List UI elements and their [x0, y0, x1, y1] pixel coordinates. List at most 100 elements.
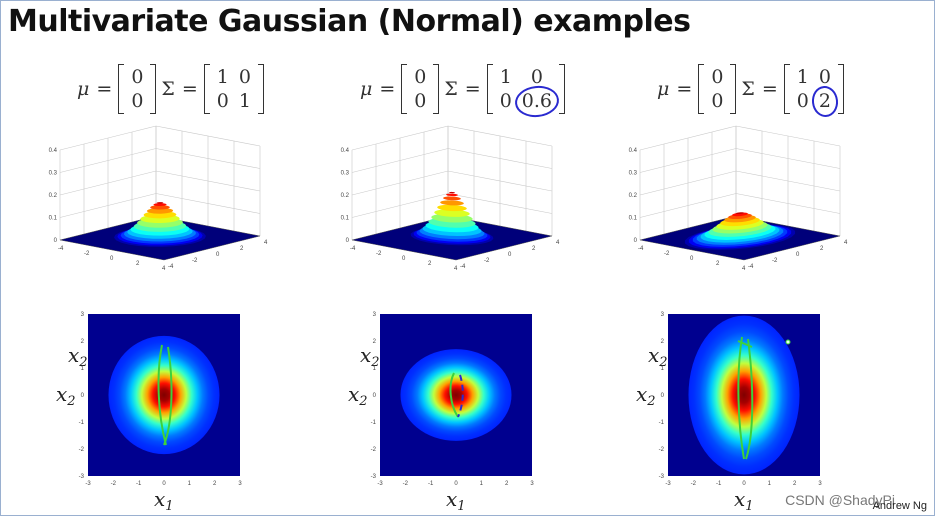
matrix-bracket-left: [118, 64, 125, 114]
covariance-equation: μ = 0 0 Σ = 1 0 0 1: [20, 58, 320, 120]
x1-tick-label: 0: [508, 252, 512, 258]
matrix-cell: 1: [796, 66, 809, 88]
heatmap-x1-tick: 1: [188, 481, 192, 487]
heatmap-x1-tick: -3: [377, 481, 383, 487]
example-panel: μ=00Σ=100100.10.20.30.4-4-4-2-2002244x2x…: [20, 58, 320, 514]
x2-tick-label: 0: [110, 256, 114, 262]
x1-tick-label: 0: [796, 252, 800, 258]
matrix-cell: 1: [499, 66, 512, 88]
heatmap-x1-tick: 2: [505, 481, 509, 487]
z-tick-label: 0.4: [629, 148, 638, 154]
heatmap-x1-tick: 3: [530, 481, 534, 487]
x2-tick-label: 2: [136, 261, 140, 267]
x1-tick-label: 2: [532, 246, 536, 252]
x2-tick-label: 4: [742, 266, 746, 272]
z-tick-label: 0.3: [341, 171, 350, 177]
heatmap-x1-tick: -3: [85, 481, 91, 487]
matrix-bracket-right: [433, 64, 440, 114]
sigma-matrix: 1 0 0 0.6: [486, 64, 566, 120]
matrix-cell: 1: [238, 90, 251, 112]
x2-tick-label: 4: [454, 266, 458, 272]
watermark: CSDN @ShadyPi: [785, 492, 895, 508]
x2-tick-label: 0: [690, 256, 694, 262]
heatmap-x1-tick: -1: [136, 481, 142, 487]
x2-tick-label: -4: [350, 246, 356, 252]
z-tick-label: 0.2: [49, 193, 58, 199]
equals-sign: =: [181, 78, 198, 100]
sigma-symbol: Σ: [741, 78, 755, 100]
z-tick-label: 0.3: [629, 171, 638, 177]
heatmap-x1-tick: 1: [768, 481, 772, 487]
heatmap-x1-tick: -3: [665, 481, 671, 487]
z-tick-label: 0.2: [629, 193, 638, 199]
matrix-bracket-left: [486, 64, 493, 114]
gaussian-density-blob: [688, 315, 800, 475]
heatmap-x2-tick: -2: [371, 447, 377, 453]
slide-title: Multivariate Gaussian (Normal) examples: [8, 4, 691, 39]
matrix-cell: 0: [711, 90, 724, 112]
matrix-bracket-right: [257, 64, 264, 114]
x1-tick-label: -4: [748, 264, 754, 270]
matrix-bracket-left: [401, 64, 408, 114]
x2-tick-label: -2: [84, 251, 90, 257]
example-panel: μ=00Σ=100200.10.20.30.4-4-4-2-2002244x2x…: [600, 58, 900, 514]
heatmap-x2-tick: -1: [371, 420, 377, 426]
matrix-cell: 0: [530, 66, 543, 88]
heatmap-x2-tick: -1: [659, 420, 665, 426]
author-credit: Andrew Ng: [872, 500, 927, 512]
equals-sign: =: [379, 78, 396, 100]
z-tick-label: 0.1: [49, 216, 58, 222]
heatmap-x1-label: x1: [734, 487, 754, 514]
matrix-column: 0 0.6: [513, 65, 561, 120]
x1-tick-label: 4: [264, 240, 268, 246]
heatmap-x1-tick: -1: [716, 481, 722, 487]
sigma-symbol: Σ: [161, 78, 175, 100]
matrix-bracket-left: [783, 64, 790, 114]
matrix-cell: 0: [414, 66, 427, 88]
heatmap-x2-tick: 2: [81, 339, 85, 345]
x2-tick-label: -4: [638, 246, 644, 252]
heatmap-x2-tick: -3: [659, 474, 665, 480]
gaussian-surface: [114, 202, 206, 247]
heatmap-x2-tick: 0: [81, 393, 85, 399]
x1-tick-label: 2: [240, 246, 244, 252]
x2-tick-label: 0: [402, 256, 406, 262]
matrix-bracket-right: [730, 64, 737, 114]
surface-plot-3d: 00.10.20.30.4-4-4-2-2002244x2x1: [341, 125, 560, 372]
heatmap-x1-tick: -1: [428, 481, 434, 487]
matrix-columns: 1 0 0 0.6: [493, 64, 561, 120]
heatmap-x2-tick: 1: [661, 366, 665, 372]
gaussian-surface: [410, 191, 494, 246]
heatmap-x1-tick: 0: [454, 481, 458, 487]
heatmap-x2-tick: -3: [371, 474, 377, 480]
handwritten-annotation: [157, 344, 173, 446]
matrix-bracket-left: [203, 64, 210, 114]
x1-tick-label: 2: [820, 246, 824, 252]
equals-sign: =: [464, 78, 481, 100]
heatmap-plot: -3-3 -2 -2 -1 -1 0 0 1 1 2 2 3 3 x2 x1: [348, 312, 534, 514]
handwritten-circle-annotation: [810, 84, 840, 119]
x2-tick-label: -4: [58, 246, 64, 252]
matrix-cell: 0: [216, 90, 229, 112]
matrix-cell: 0: [131, 90, 144, 112]
matrix-cell: 0: [238, 66, 251, 88]
heatmap-x2-tick: -3: [79, 474, 85, 480]
gaussian-surface: [684, 212, 796, 250]
axes-grid: [59, 125, 261, 241]
sigma-symbol: Σ: [444, 78, 458, 100]
equals-sign: =: [96, 78, 113, 100]
heatmap-plot: -3-3 -2 -2 -1 -1 0 0 1 1 2 2 3 3 x2 x1: [636, 312, 822, 514]
heatmap-x2-tick: 1: [81, 366, 85, 372]
z-tick-label: 0: [54, 238, 58, 244]
heatmap-x2-tick: 1: [373, 366, 377, 372]
